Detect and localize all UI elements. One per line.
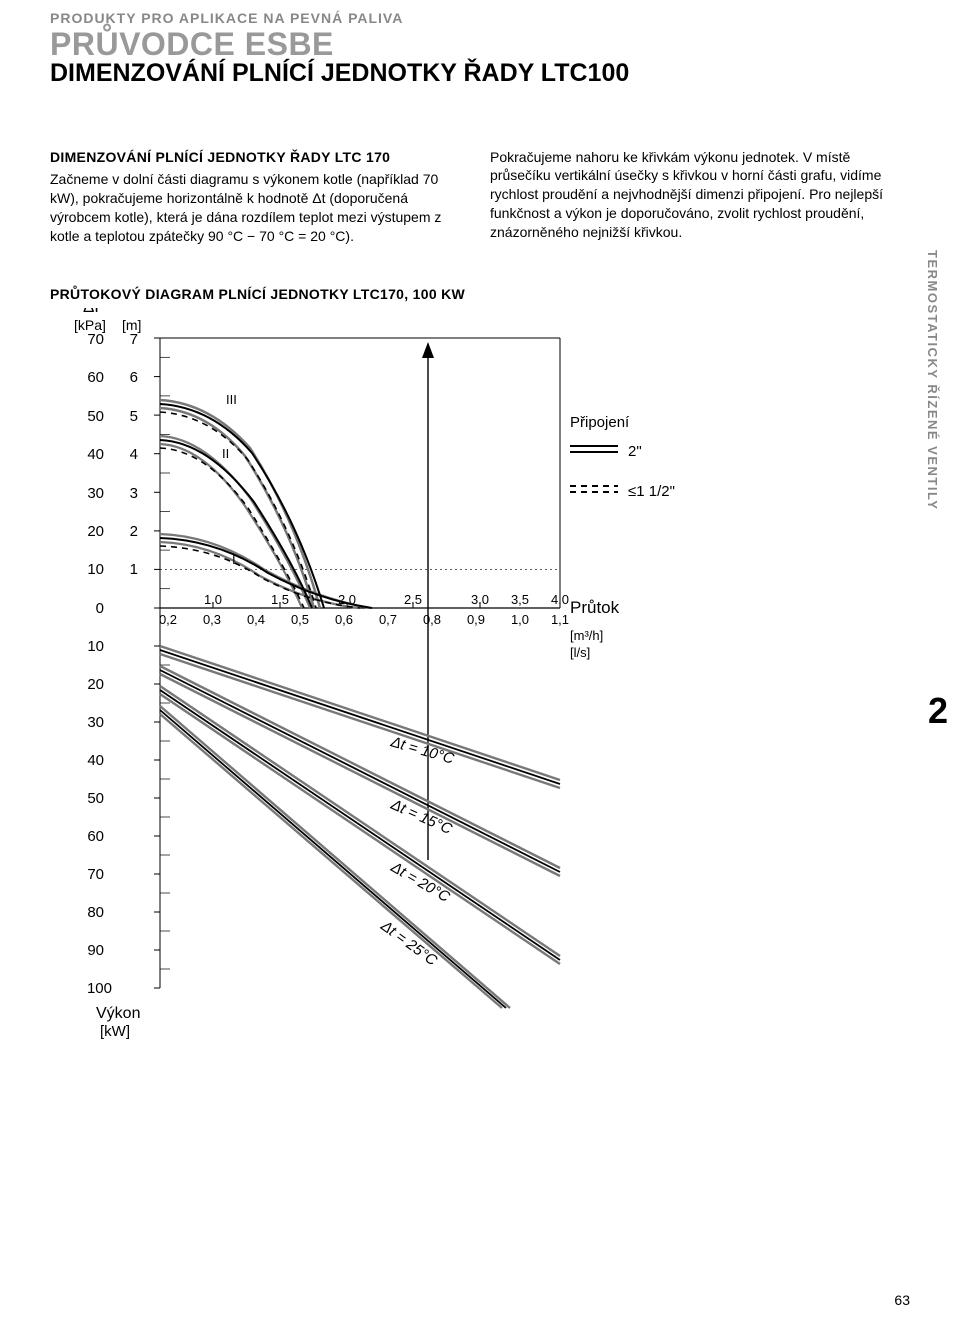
legend-label-dashed: ≤1 1/2" [628,483,675,500]
svg-text:[kW]: [kW] [100,1023,130,1040]
svg-text:III: III [226,392,237,407]
svg-text:1,0: 1,0 [511,612,529,627]
chapter-number: 2 [928,690,948,732]
svg-text:30: 30 [87,714,104,731]
svg-text:I: I [232,552,236,567]
legend-row-solid: 2" [570,443,675,461]
svg-text:2: 2 [130,523,138,540]
svg-text:3,5: 3,5 [511,592,529,607]
svg-text:[kPa]: [kPa] [74,317,106,333]
svg-text:40: 40 [87,446,104,463]
svg-text:20: 20 [87,676,104,693]
svg-text:0: 0 [96,600,104,617]
svg-text:0,4: 0,4 [247,612,265,627]
flow-ls: [l/s] [570,645,619,662]
svg-text:1,1: 1,1 [551,612,569,627]
svg-text:0,2: 0,2 [159,612,177,627]
svg-text:80: 80 [87,904,104,921]
svg-text:0,6: 0,6 [335,612,353,627]
title-brand: PRŮVODCE ESBE [50,28,910,60]
legend-label-solid: 2" [628,443,642,460]
legend-dashed-icon [570,483,618,501]
svg-text:0,7: 0,7 [379,612,397,627]
legend-row-dashed: ≤1 1/2" [570,483,675,501]
svg-text:7: 7 [130,331,138,348]
svg-text:60: 60 [87,369,104,386]
svg-text:70: 70 [87,866,104,883]
svg-text:4: 4 [130,446,138,463]
chart-area: 70 60 50 40 30 20 10 0 7 6 5 4 3 2 1 ΔP [40,308,680,1048]
svg-text:40: 40 [87,752,104,769]
svg-text:90: 90 [87,942,104,959]
svg-text:10: 10 [87,561,104,578]
legend-title: Připojení [570,414,675,431]
svg-text:60: 60 [87,828,104,845]
legend: Připojení 2" ≤1 1/2" [570,414,675,523]
flow-labels: Průtok [m³/h] [l/s] [570,598,619,662]
svg-text:0,8: 0,8 [423,612,441,627]
flow-m3h: [m³/h] [570,628,619,645]
pretitle: PRODUKTY PRO APLIKACE NA PEVNÁ PALIVA [50,10,910,26]
flow-title: Průtok [570,598,619,618]
svg-text:6: 6 [130,369,138,386]
svg-text:0,3: 0,3 [203,612,221,627]
col-left-heading: DIMENZOVÁNÍ PLNÍCÍ JEDNOTKY ŘADY LTC 170 [50,148,470,167]
svg-text:1: 1 [130,561,138,578]
col-left: DIMENZOVÁNÍ PLNÍCÍ JEDNOTKY ŘADY LTC 170… [50,148,470,246]
svg-text:20: 20 [87,523,104,540]
legend-solid-icon [570,443,618,461]
svg-text:0,5: 0,5 [291,612,309,627]
svg-text:50: 50 [87,790,104,807]
svg-text:30: 30 [87,485,104,502]
svg-text:ΔP: ΔP [83,308,106,316]
side-label: TERMOSTATICKY ŘÍZENÉ VENTILY [925,250,940,510]
chart-title: PRŮTOKOVÝ DIAGRAM PLNÍCÍ JEDNOTKY LTC170… [50,286,910,302]
svg-text:II: II [222,446,229,461]
col-left-body: Začneme v dolní části diagramu s výkonem… [50,170,470,246]
title-sub: DIMENZOVÁNÍ PLNÍCÍ JEDNOTKY ŘADY LTC100 [50,60,910,88]
page-number: 63 [894,1292,910,1308]
col-right-body: Pokračujeme nahoru ke křivkám výkonu jed… [490,148,910,242]
col-right: Pokračujeme nahoru ke křivkám výkonu jed… [490,148,910,246]
svg-text:70: 70 [87,331,104,348]
svg-text:5: 5 [130,408,138,425]
svg-text:0,9: 0,9 [467,612,485,627]
svg-text:Výkon: Výkon [96,1005,140,1022]
svg-text:3: 3 [130,485,138,502]
svg-text:50: 50 [87,408,104,425]
svg-text:[m]: [m] [122,317,141,333]
svg-text:4,0: 4,0 [551,592,569,607]
svg-text:100: 100 [87,980,112,997]
svg-text:10: 10 [87,638,104,655]
